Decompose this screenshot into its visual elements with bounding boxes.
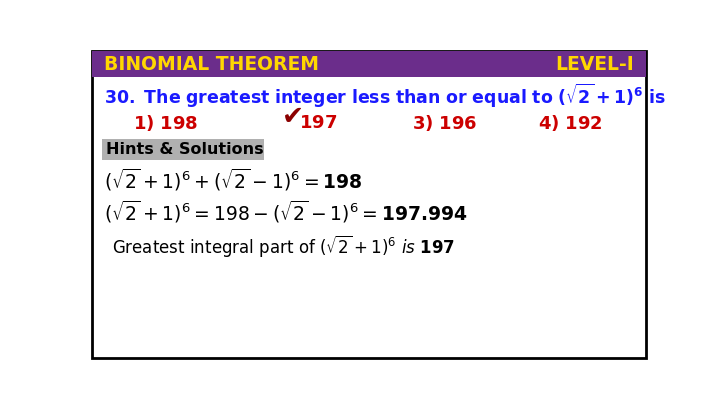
Text: $\bf{30.\ The\ greatest\ integer\ less\ than\ or\ equal\ to\ (\sqrt{2}+1)^{6}\ i: $\bf{30.\ The\ greatest\ integer\ less\ …	[104, 81, 666, 110]
Text: Greatest integral part of $(\sqrt{2}+1)^{6}$ $\mathit{is}$ $\mathbf{197}$: Greatest integral part of $(\sqrt{2}+1)^…	[112, 234, 455, 260]
Text: Hints & Solutions: Hints & Solutions	[106, 142, 263, 157]
FancyBboxPatch shape	[92, 51, 646, 77]
FancyBboxPatch shape	[102, 139, 264, 160]
Text: $\bf{1)\ 198}$: $\bf{1)\ 198}$	[132, 113, 198, 133]
FancyBboxPatch shape	[92, 51, 646, 358]
Text: $(\sqrt{2}+1)^{6}+(\sqrt{2}-1)^{6}=\mathbf{198}$: $(\sqrt{2}+1)^{6}+(\sqrt{2}-1)^{6}=\math…	[104, 166, 362, 192]
Text: $(\sqrt{2}+1)^{6}=198-(\sqrt{2}-1)^{6}=\mathbf{197.994}$: $(\sqrt{2}+1)^{6}=198-(\sqrt{2}-1)^{6}=\…	[104, 199, 468, 225]
Text: BINOMIAL THEOREM: BINOMIAL THEOREM	[104, 55, 319, 73]
Text: $\bf{3)\ 196}$: $\bf{3)\ 196}$	[412, 113, 477, 133]
Text: $\bf{197}$: $\bf{197}$	[300, 114, 338, 132]
Text: ✔: ✔	[282, 104, 305, 130]
Text: LEVEL-I: LEVEL-I	[555, 55, 634, 73]
Text: $\bf{4)\ 192}$: $\bf{4)\ 192}$	[538, 113, 602, 133]
